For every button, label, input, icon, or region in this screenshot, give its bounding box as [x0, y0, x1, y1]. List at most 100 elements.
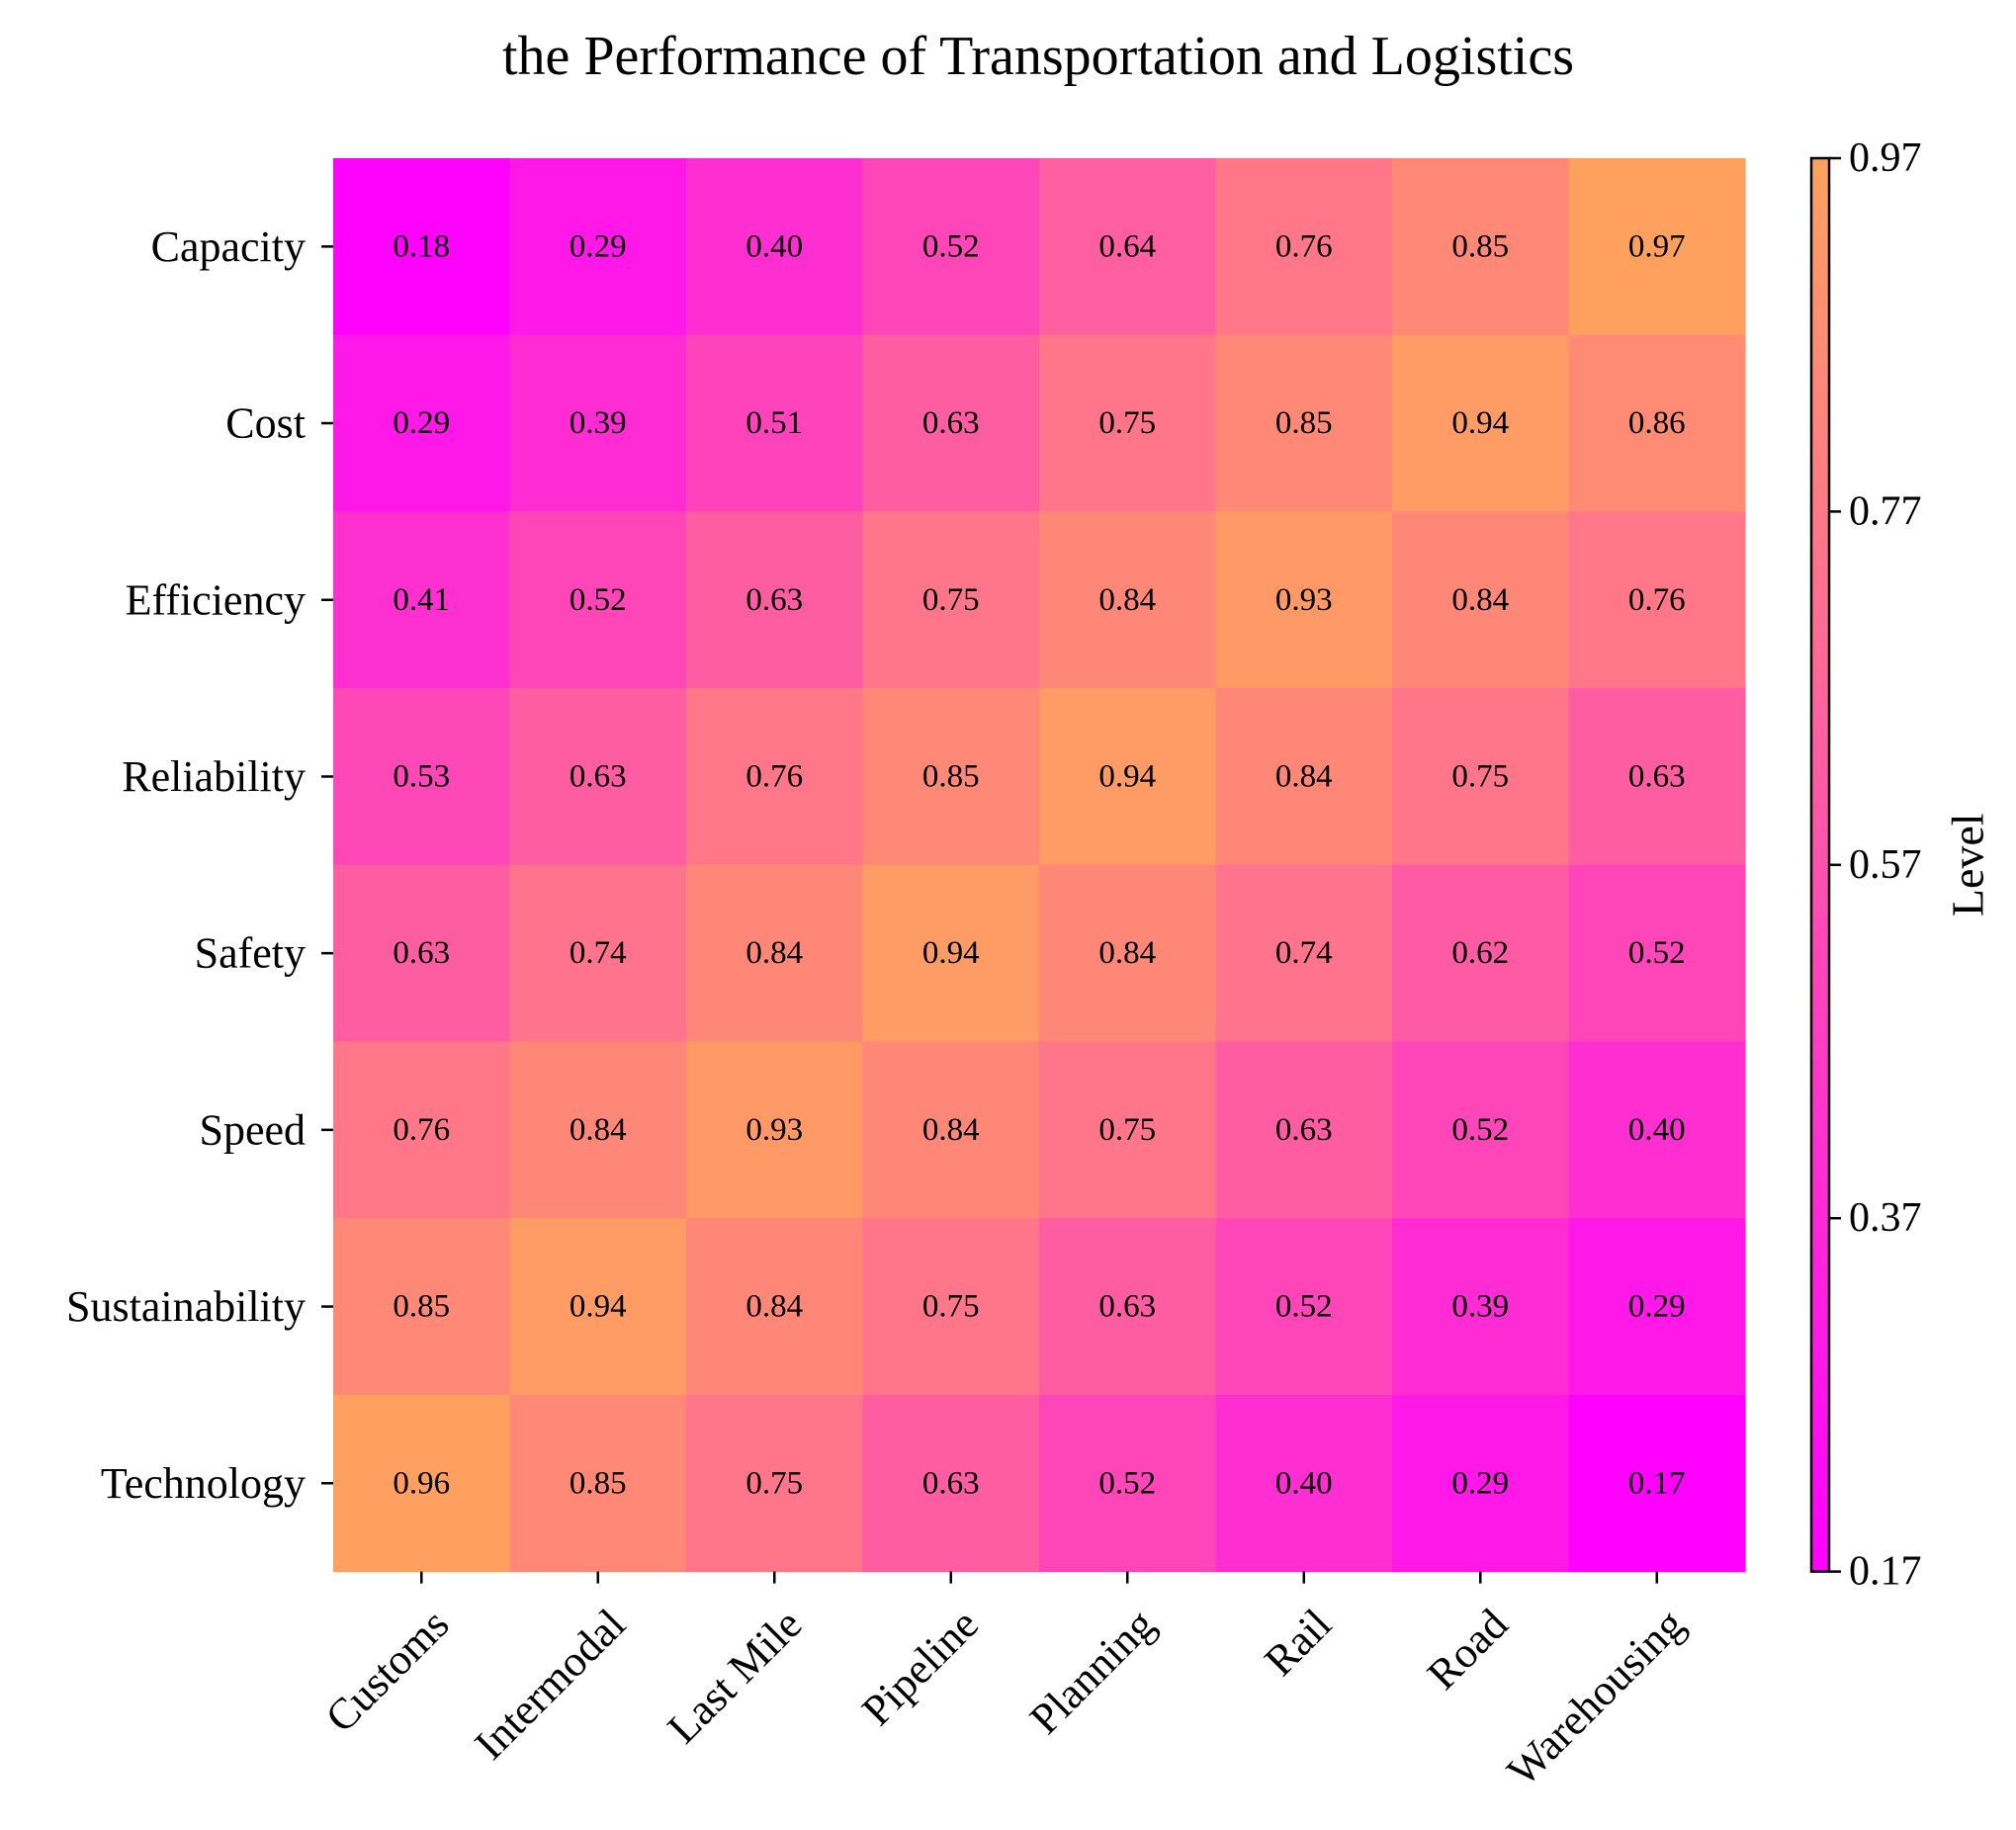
- cell-value-label: 0.93: [1275, 582, 1333, 618]
- heatmap-cells: [333, 158, 1746, 1573]
- heatmap-cell: [1039, 1394, 1217, 1573]
- cell-value-label: 0.76: [1275, 228, 1333, 264]
- colorbar-label: Level: [1943, 813, 1993, 916]
- heatmap-cell: [1215, 511, 1393, 689]
- cell-value-label: 0.63: [1098, 1289, 1156, 1325]
- cell-value-label: 0.52: [1275, 1289, 1333, 1325]
- heatmap-cell: [509, 1041, 687, 1219]
- cell-value-label: 0.84: [745, 935, 803, 971]
- colorbar-gradient: [1809, 156, 1831, 1573]
- cell-value-label: 0.40: [1628, 1112, 1686, 1148]
- heatmap-cell: [686, 511, 864, 689]
- y-tick-label: Safety: [195, 929, 306, 978]
- cell-value-label: 0.52: [1098, 1465, 1156, 1501]
- heatmap-cell: [509, 864, 687, 1043]
- x-tick-label: Intermodal: [466, 1600, 635, 1769]
- cell-value-label: 0.29: [1628, 1289, 1686, 1325]
- heatmap-cell: [509, 688, 687, 866]
- heatmap-cell: [333, 1394, 511, 1573]
- x-axis: Customs Intermodal Last Mile Pipeline Planni…: [316, 1571, 1694, 1795]
- heatmap-cell: [1039, 1218, 1217, 1396]
- heatmap-cell: [862, 1041, 1040, 1219]
- heatmap-cell: [686, 158, 864, 336]
- cell-value-label: 0.62: [1451, 935, 1509, 971]
- heatmap-cell: [333, 1041, 511, 1219]
- x-tick-label: Warehousing: [1498, 1600, 1694, 1795]
- cell-value-label: 0.75: [922, 582, 980, 618]
- heatmap-cell: [333, 511, 511, 689]
- cell-value-label: 0.52: [570, 582, 627, 618]
- heatmap-cell: [862, 334, 1040, 512]
- heatmap-cell-labels: 0.18 0.29 0.40 0.52 0.64 0.76 0.85 0.97 0.29 0.39…: [393, 228, 1685, 1501]
- cell-value-label: 0.84: [922, 1112, 980, 1148]
- cell-value-label: 0.84: [1098, 935, 1156, 971]
- heatmap-cell: [686, 688, 864, 866]
- heatmap-cell: [686, 1041, 864, 1219]
- heatmap-cell: [1568, 688, 1746, 866]
- y-tick-label: Cost: [225, 399, 306, 448]
- y-tick-label: Speed: [199, 1105, 306, 1154]
- heatmap-cell: [1568, 511, 1746, 689]
- heatmap-cell: [333, 688, 511, 866]
- cell-value-label: 0.94: [1098, 758, 1156, 794]
- cell-value-label: 0.94: [1451, 405, 1509, 441]
- x-tick-label: Road: [1418, 1600, 1517, 1699]
- heatmap-cell: [1568, 1218, 1746, 1396]
- heatmap-cell: [1392, 1041, 1570, 1219]
- heatmap-cell: [1568, 1041, 1746, 1219]
- cell-value-label: 0.63: [570, 758, 627, 794]
- cell-value-label: 0.74: [570, 935, 627, 971]
- heatmap-cell: [686, 1394, 864, 1573]
- cell-value-label: 0.76: [393, 1112, 450, 1148]
- cell-value-label: 0.84: [1275, 758, 1333, 794]
- cell-value-label: 0.63: [393, 935, 450, 971]
- heatmap-cell: [1215, 864, 1393, 1043]
- heatmap-cell: [862, 511, 1040, 689]
- cell-value-label: 0.75: [922, 1289, 980, 1325]
- heatmap-cell: [1392, 334, 1570, 512]
- heatmap-cell: [862, 1218, 1040, 1396]
- colorbar-tick-label: 0.57: [1849, 842, 1922, 888]
- cell-value-label: 0.40: [1275, 1465, 1333, 1501]
- cell-value-label: 0.53: [393, 758, 450, 794]
- heatmap-cell: [1039, 688, 1217, 866]
- cell-value-label: 0.97: [1628, 228, 1686, 264]
- cell-value-label: 0.29: [570, 228, 627, 264]
- heatmap-cell: [1215, 1394, 1393, 1573]
- cell-value-label: 0.39: [1451, 1289, 1509, 1325]
- x-tick-label: Rail: [1255, 1600, 1340, 1685]
- heatmap-cell: [1392, 158, 1570, 336]
- cell-value-label: 0.93: [745, 1112, 803, 1148]
- cell-value-label: 0.41: [393, 582, 450, 618]
- cell-value-label: 0.85: [1275, 405, 1333, 441]
- y-axis: Capacity Cost Efficiency Reliability Safety S…: [66, 222, 333, 1508]
- cell-value-label: 0.63: [1628, 758, 1686, 794]
- heatmap-cell: [1215, 158, 1393, 336]
- cell-value-label: 0.76: [745, 758, 803, 794]
- cell-value-label: 0.39: [570, 405, 627, 441]
- cell-value-label: 0.85: [570, 1465, 627, 1501]
- heatmap-cell: [1392, 1394, 1570, 1573]
- cell-value-label: 0.18: [393, 228, 450, 264]
- heatmap-cell: [1568, 1394, 1746, 1573]
- cell-value-label: 0.52: [1628, 935, 1686, 971]
- y-tick-label: Sustainability: [66, 1282, 306, 1331]
- heatmap-cell: [1392, 864, 1570, 1043]
- colorbar-tick-label: 0.77: [1849, 488, 1922, 534]
- cell-value-label: 0.75: [1098, 405, 1156, 441]
- cell-value-label: 0.86: [1628, 405, 1686, 441]
- cell-value-label: 0.75: [745, 1465, 803, 1501]
- heatmap-cell: [509, 1218, 687, 1396]
- heatmap-cell: [862, 864, 1040, 1043]
- heatmap-cell: [333, 158, 511, 336]
- heatmap-cell: [1039, 1041, 1217, 1219]
- cell-value-label: 0.64: [1098, 228, 1156, 264]
- heatmap-cell: [1039, 864, 1217, 1043]
- colorbar-tick-label: 0.97: [1849, 135, 1922, 181]
- cell-value-label: 0.52: [922, 228, 980, 264]
- heatmap-cell: [1215, 1041, 1393, 1219]
- y-tick-label: Efficiency: [126, 575, 306, 624]
- y-tick-label: Capacity: [151, 222, 306, 271]
- heatmap-cell: [686, 864, 864, 1043]
